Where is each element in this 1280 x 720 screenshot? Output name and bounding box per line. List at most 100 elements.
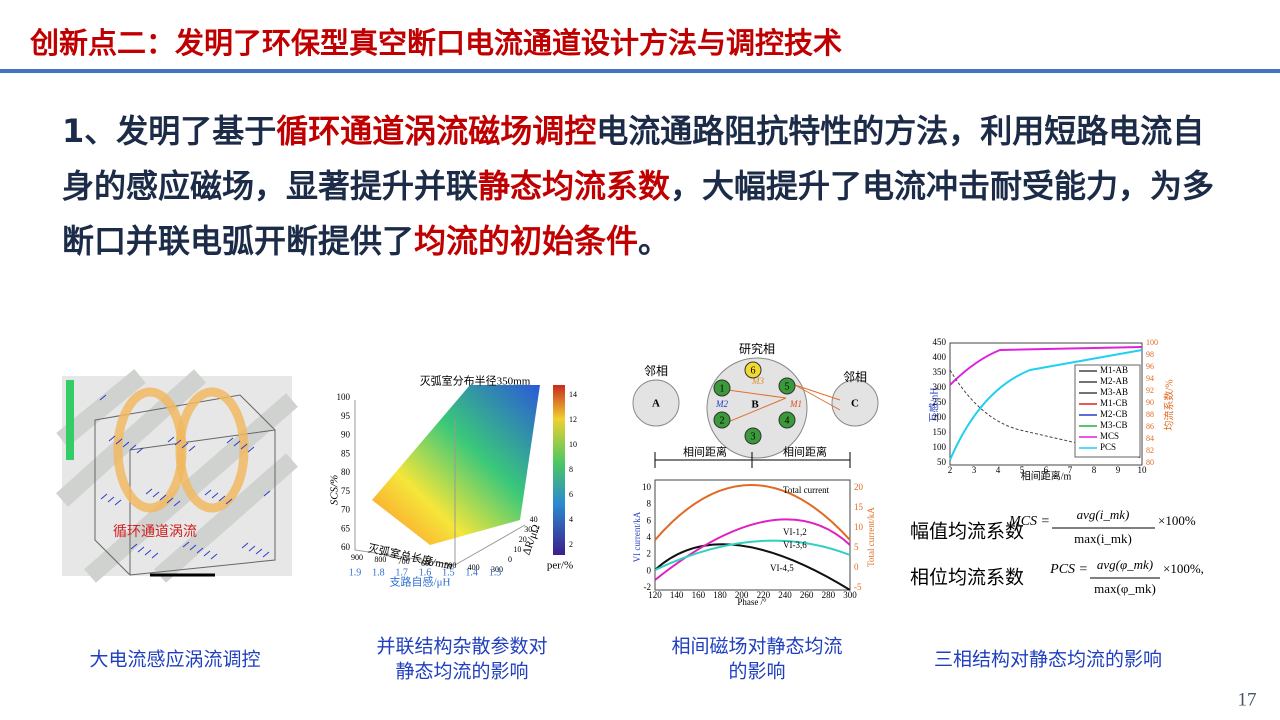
fig3-node (778, 377, 796, 395)
fig3-phase-c (831, 379, 879, 427)
fig1-box (94, 394, 276, 576)
fig2-z-label: SCS/% (329, 475, 341, 506)
tick-label: 240 (778, 590, 792, 600)
tick-label: 60 (341, 542, 351, 552)
fig3-label: M1 (789, 399, 802, 409)
tick-label: 40 (530, 515, 538, 524)
fig4-formula: max(i_mk) (1074, 531, 1132, 546)
fig1-arrow (233, 440, 241, 447)
fig3-label: 邻相 (843, 370, 867, 384)
figure-caption: 静态均流的影响 (395, 661, 528, 683)
body-text: 。 (638, 222, 671, 260)
fig1-arrow (255, 548, 263, 555)
tick-label: 65 (341, 523, 351, 533)
tick-label: 4 (996, 465, 1001, 475)
fig3-node-label: 3 (751, 431, 756, 442)
fig3-label: A (652, 398, 660, 410)
tick-label: 90 (341, 430, 351, 440)
legend-label: M3-CB (1100, 420, 1128, 430)
tick-label: 4 (569, 515, 573, 524)
fig3-y-label: VI current/kA (632, 511, 642, 562)
tick-label: 2 (647, 549, 652, 559)
tick-label: 4 (647, 532, 652, 542)
tick-label: 500 (444, 561, 456, 570)
fig2-colorbar (553, 385, 565, 555)
fig1-arrow (226, 437, 234, 444)
fig1-arrow (136, 447, 144, 454)
fig3-y2-label: Total current/kA (866, 507, 876, 567)
fig1-arrow (204, 489, 212, 496)
tick-label: -2 (644, 582, 652, 592)
tick-label: 10 (854, 522, 864, 532)
highlight-text: 循环通道涡流磁场调控 (276, 112, 597, 150)
tick-label: 6 (1044, 465, 1049, 475)
fig4-mcs-name: 幅值均流系数 (910, 521, 1024, 543)
slide-title: 创新点二：发明了环保型真空断口电流通道设计方法与调控技术 (30, 26, 843, 60)
fig3-node (713, 379, 731, 397)
tick-label: 1.8 (372, 567, 385, 578)
fig2-axes (354, 400, 526, 566)
highlight-text: 静态均流系数 (478, 167, 671, 205)
fig1-arrow (159, 494, 167, 501)
tick-label: 10 (513, 545, 521, 554)
tick-label: 90 (1146, 398, 1154, 407)
fig3-curve (654, 539, 851, 571)
tick-label: 20 (854, 482, 864, 492)
tick-label: 180 (713, 590, 727, 600)
tick-label: 94 (1146, 374, 1154, 383)
fig1-arrow (167, 436, 175, 443)
tick-label: 600 (421, 559, 433, 568)
tick-label: 92 (1146, 386, 1154, 395)
tick-label: 150 (933, 427, 947, 437)
fig1-arrow (189, 544, 197, 551)
tick-label: 5 (1020, 465, 1025, 475)
tick-label: 400 (468, 563, 480, 572)
legend-label: M1-AB (1100, 365, 1128, 375)
figure-caption: 大电流感应涡流调控 (89, 649, 260, 671)
tick-label: 300 (843, 590, 857, 600)
fig3-total-curve (654, 484, 851, 541)
fig3-node-label: 5 (785, 381, 790, 392)
fig3-node-label: 1 (720, 383, 725, 394)
fig2-x2-label: 支路自感/μH (390, 576, 451, 589)
tick-label: 2 (948, 465, 953, 475)
tick-label: 280 (822, 590, 836, 600)
fig3-legend: VI-4,5 (770, 563, 794, 573)
fig1-colorbar (66, 380, 74, 460)
fig1-arrow (115, 438, 123, 445)
fig1-arrow (173, 500, 181, 507)
title-rule (0, 69, 1280, 73)
body-text: 电流通路阻抗特性的方法，利用短路电流自身的感应磁场，显著提升并联 (62, 112, 1205, 205)
tick-label: 220 (757, 590, 771, 600)
fig4-m-curve (949, 369, 1143, 459)
tick-label: 80 (1146, 458, 1154, 467)
fig1-arrow (144, 549, 152, 556)
fig3-plot-frame (654, 479, 851, 591)
fig1-arrow (225, 498, 233, 505)
fig1-arrow (218, 495, 226, 502)
tick-label: 8 (647, 499, 652, 509)
fig1-arrow (122, 441, 130, 448)
page-number: 17 (1238, 689, 1257, 710)
tick-label: 100 (933, 442, 947, 452)
figure-caption: 的影响 (728, 661, 785, 683)
fig3-label: B (751, 399, 759, 411)
tick-label: 6 (569, 490, 573, 499)
tick-label: 400 (933, 352, 947, 362)
fig3-node (778, 411, 796, 429)
fig3-label: 邻相 (644, 364, 668, 378)
body-paragraph: 1、发明了基于循环通道涡流磁场调控电流通路阻抗特性的方法，利用短路电流自身的感应… (62, 104, 1232, 269)
fig1-arrow (152, 491, 160, 498)
fig1-arrow (174, 439, 182, 446)
fig3-links (727, 384, 841, 423)
fig3-label: 相间距离 (783, 445, 827, 459)
tick-label: 84 (1146, 434, 1154, 443)
fig1-arrow (145, 488, 153, 495)
tick-label: 82 (1146, 446, 1154, 455)
tick-label: 15 (854, 502, 864, 512)
tick-label: 3 (972, 465, 977, 475)
tick-label: 100 (1146, 338, 1158, 347)
tick-label: 1.9 (349, 567, 362, 578)
fig4-legend-box (1074, 364, 1141, 458)
